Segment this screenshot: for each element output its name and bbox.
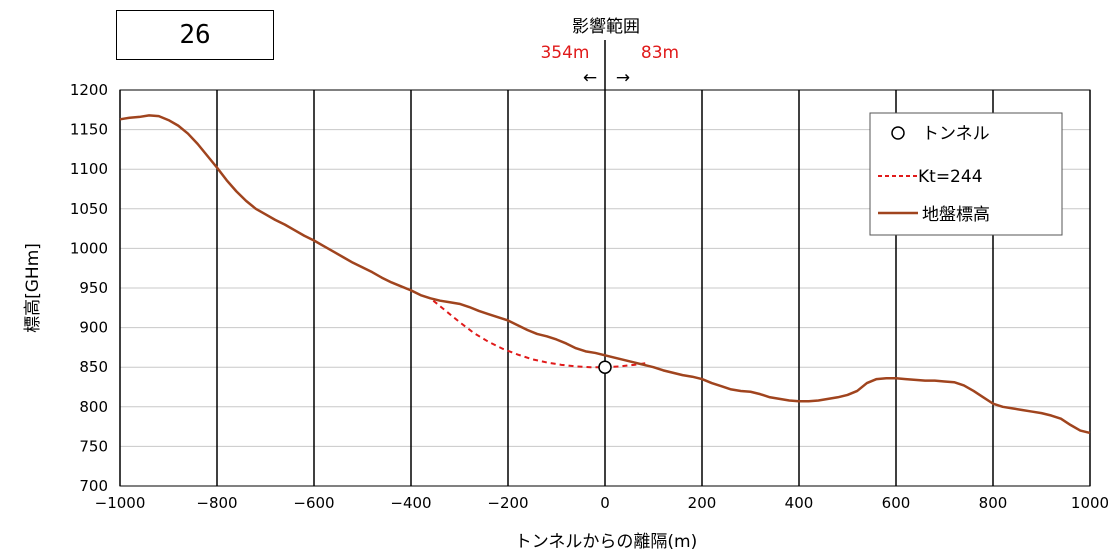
influence-annotation: 影響範囲 354m 83m ← → <box>540 17 679 88</box>
y-tick-label: 850 <box>79 358 108 376</box>
x-tick-label: −200 <box>487 494 528 512</box>
legend-label-kt: Kt=244 <box>918 167 983 187</box>
x-tick-label: 0 <box>600 494 610 512</box>
x-tick-label: −1000 <box>95 494 146 512</box>
influence-title: 影響範囲 <box>572 17 640 37</box>
y-tick-label: 950 <box>79 279 108 297</box>
arrow-left-icon: ← <box>583 68 597 88</box>
legend-label-ground: 地盤標高 <box>922 205 990 225</box>
y-tick-label: 1100 <box>70 160 108 178</box>
x-tick-label: 1000 <box>1071 494 1109 512</box>
plot-area <box>119 114 1091 435</box>
x-tick-label: 600 <box>882 494 911 512</box>
series-ground-line <box>119 114 1091 435</box>
y-tick-label: 750 <box>79 437 108 455</box>
y-tick-label: 1150 <box>70 121 108 139</box>
y-tick-label: 1000 <box>70 239 108 257</box>
y-axis-label: 標高[GHm] <box>23 243 43 333</box>
legend: トンネル Kt=244 地盤標高 <box>869 112 1063 236</box>
y-tick-label: 900 <box>79 319 108 337</box>
legend-label-tunnel: トンネル <box>922 124 990 144</box>
x-tick-label: 400 <box>785 494 814 512</box>
arrow-right-icon: → <box>616 68 630 88</box>
y-tick-label: 800 <box>79 398 108 416</box>
axes: 700 750 800 850 900 950 1000 1050 1100 1150 1200 −1… <box>70 40 1109 512</box>
y-tick-label: 1050 <box>70 200 108 218</box>
x-tick-label: 200 <box>688 494 717 512</box>
influence-left-distance: 354m <box>540 43 589 63</box>
x-axis-label: トンネルからの離隔(m) <box>515 532 697 552</box>
x-tick-label: 800 <box>979 494 1008 512</box>
id-box: 26 <box>116 10 274 60</box>
tunnel-marker <box>598 360 612 374</box>
x-tick-label: −600 <box>293 494 334 512</box>
x-tick-label: −400 <box>390 494 431 512</box>
x-tick-label: −800 <box>196 494 237 512</box>
y-tick-label: 1200 <box>70 81 108 99</box>
legend-marker-tunnel <box>891 126 905 140</box>
influence-right-distance: 83m <box>641 43 679 63</box>
y-tick-label: 700 <box>79 477 108 495</box>
